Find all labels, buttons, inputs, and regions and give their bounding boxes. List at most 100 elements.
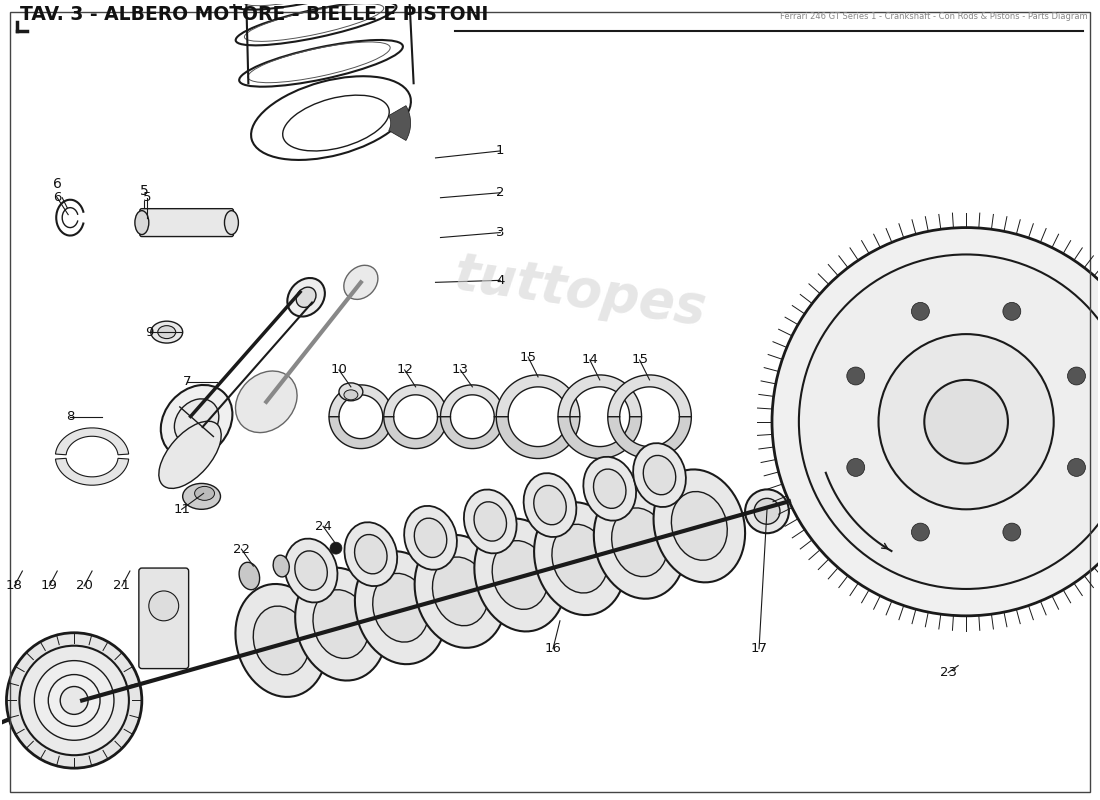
Polygon shape xyxy=(558,375,641,417)
Ellipse shape xyxy=(287,278,324,317)
Ellipse shape xyxy=(175,399,219,445)
Polygon shape xyxy=(440,417,504,449)
Text: Ferrari 246 GT Series 1 - Crankshaft - Con Rods & Pistons - Parts Diagram: Ferrari 246 GT Series 1 - Crankshaft - C… xyxy=(780,11,1088,21)
Circle shape xyxy=(879,334,1054,510)
Ellipse shape xyxy=(534,486,566,525)
Ellipse shape xyxy=(644,455,675,494)
Text: 20: 20 xyxy=(76,579,92,593)
Ellipse shape xyxy=(253,606,309,675)
Circle shape xyxy=(772,227,1100,616)
Polygon shape xyxy=(607,417,692,458)
Ellipse shape xyxy=(373,574,429,642)
Text: 21: 21 xyxy=(113,579,131,593)
Ellipse shape xyxy=(224,210,239,234)
Ellipse shape xyxy=(295,568,387,681)
Ellipse shape xyxy=(235,584,327,697)
Circle shape xyxy=(1003,523,1021,541)
Ellipse shape xyxy=(158,422,221,489)
FancyBboxPatch shape xyxy=(140,209,233,237)
Ellipse shape xyxy=(432,557,488,626)
Ellipse shape xyxy=(464,490,517,554)
Ellipse shape xyxy=(239,562,260,590)
Polygon shape xyxy=(496,375,580,417)
Circle shape xyxy=(34,661,114,740)
Text: 16: 16 xyxy=(544,642,561,655)
Text: 22: 22 xyxy=(233,542,250,556)
Ellipse shape xyxy=(183,483,220,510)
Text: 7: 7 xyxy=(183,375,191,388)
Ellipse shape xyxy=(415,535,506,648)
Ellipse shape xyxy=(273,555,289,577)
Ellipse shape xyxy=(296,287,316,307)
Polygon shape xyxy=(607,375,692,417)
Ellipse shape xyxy=(295,551,328,590)
Text: 5: 5 xyxy=(140,184,148,198)
Ellipse shape xyxy=(157,326,176,338)
Circle shape xyxy=(7,633,142,768)
Circle shape xyxy=(1003,302,1021,320)
Circle shape xyxy=(148,591,178,621)
Text: 15: 15 xyxy=(519,350,537,363)
Ellipse shape xyxy=(344,266,378,299)
Ellipse shape xyxy=(474,502,506,541)
Ellipse shape xyxy=(344,522,397,586)
Polygon shape xyxy=(384,385,448,417)
Ellipse shape xyxy=(583,457,636,521)
Circle shape xyxy=(799,254,1100,589)
Text: 3: 3 xyxy=(496,226,505,239)
Ellipse shape xyxy=(344,390,358,400)
Ellipse shape xyxy=(671,491,727,560)
Ellipse shape xyxy=(354,534,387,574)
Text: 11: 11 xyxy=(173,503,190,516)
Text: 8: 8 xyxy=(66,410,75,423)
Ellipse shape xyxy=(653,470,745,582)
Text: 17: 17 xyxy=(750,642,768,655)
Text: 24: 24 xyxy=(315,520,331,533)
Circle shape xyxy=(912,523,930,541)
Polygon shape xyxy=(558,417,641,458)
Text: tuttopes: tuttopes xyxy=(450,249,710,336)
Circle shape xyxy=(847,458,865,476)
Wedge shape xyxy=(388,106,410,141)
Ellipse shape xyxy=(314,590,369,658)
Circle shape xyxy=(60,686,88,714)
Text: 23: 23 xyxy=(939,666,957,679)
Text: 6: 6 xyxy=(53,177,62,190)
Ellipse shape xyxy=(151,321,183,343)
Circle shape xyxy=(912,302,930,320)
Text: 6: 6 xyxy=(53,191,62,204)
Ellipse shape xyxy=(474,518,565,631)
Polygon shape xyxy=(384,417,448,449)
Text: 2: 2 xyxy=(496,186,505,199)
Circle shape xyxy=(1067,458,1086,476)
Polygon shape xyxy=(55,458,129,485)
Ellipse shape xyxy=(492,541,548,610)
Ellipse shape xyxy=(535,502,626,615)
Text: 10: 10 xyxy=(330,363,348,377)
Circle shape xyxy=(745,490,789,534)
Text: 13: 13 xyxy=(452,363,469,377)
Ellipse shape xyxy=(135,210,149,234)
FancyBboxPatch shape xyxy=(139,568,188,669)
Ellipse shape xyxy=(161,385,232,458)
Polygon shape xyxy=(440,385,504,417)
Text: 1: 1 xyxy=(496,145,505,158)
Text: 4: 4 xyxy=(496,274,505,287)
Ellipse shape xyxy=(355,551,447,664)
Ellipse shape xyxy=(524,473,576,537)
Ellipse shape xyxy=(285,538,338,602)
Text: 14: 14 xyxy=(582,354,598,366)
Text: 19: 19 xyxy=(41,579,57,593)
Text: 9: 9 xyxy=(145,326,154,338)
Text: TAV. 3 - ALBERO MOTORE - BIELLE E PISTONI: TAV. 3 - ALBERO MOTORE - BIELLE E PISTON… xyxy=(21,5,488,23)
Ellipse shape xyxy=(552,524,608,593)
Ellipse shape xyxy=(235,371,297,433)
Circle shape xyxy=(847,367,865,385)
Circle shape xyxy=(48,674,100,726)
Polygon shape xyxy=(496,417,580,458)
Polygon shape xyxy=(55,428,129,454)
Polygon shape xyxy=(329,385,393,417)
Ellipse shape xyxy=(612,508,668,577)
Circle shape xyxy=(1067,367,1086,385)
Circle shape xyxy=(330,542,342,554)
